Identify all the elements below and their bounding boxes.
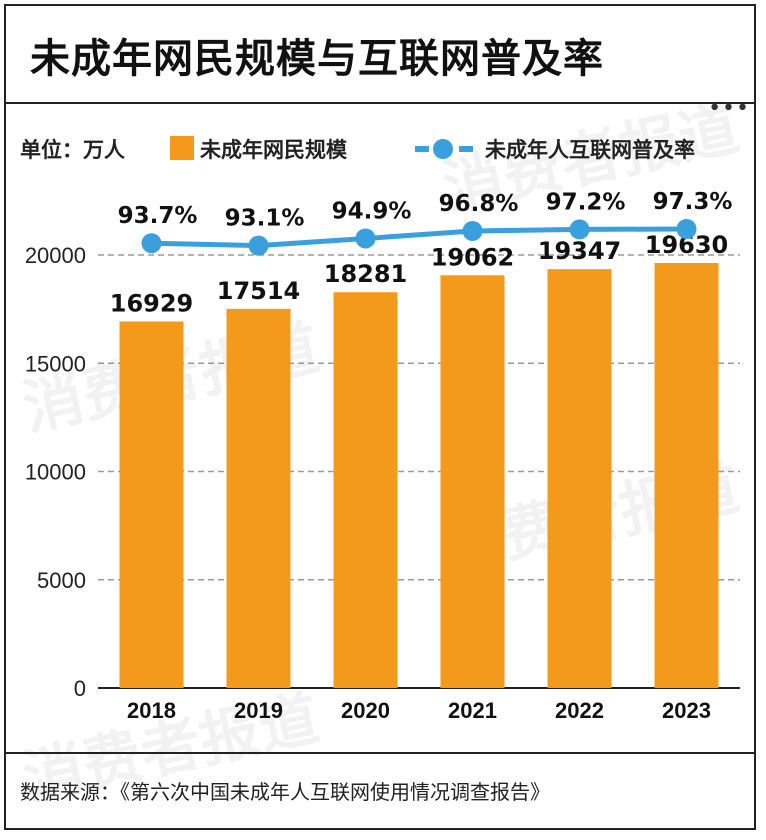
- legend-line-dot: [433, 139, 453, 159]
- legend-line-segment: [459, 146, 473, 152]
- y-tick-label: 10000: [25, 460, 86, 485]
- rate-value-label: 96.8%: [439, 191, 519, 217]
- rate-point: [355, 228, 376, 249]
- unit-label: 单位：万人: [20, 138, 125, 162]
- bar-value-label: 19347: [538, 237, 622, 265]
- y-tick-label: 20000: [25, 243, 86, 268]
- rate-value-label: 93.7%: [118, 203, 198, 229]
- bar: [226, 308, 291, 688]
- bar: [333, 292, 398, 688]
- bar: [119, 321, 184, 688]
- y-tick-label: 5000: [37, 568, 86, 593]
- bar-value-label: 17514: [217, 277, 301, 305]
- x-tick-label: 2020: [341, 698, 390, 723]
- rate-value-label: 97.2%: [546, 189, 626, 215]
- x-tick-label: 2022: [555, 698, 604, 723]
- x-tick-label: 2021: [448, 698, 497, 723]
- rate-point: [569, 219, 590, 240]
- rate-value-label: 94.9%: [332, 198, 412, 224]
- bar-value-label: 18281: [324, 260, 408, 288]
- bar: [654, 263, 719, 688]
- chart-plot: 0 5000 10000 15000 20000 16929 2018 17514 2019 18…: [25, 189, 740, 723]
- legend-line-segment: [415, 146, 429, 152]
- rate-point: [676, 219, 697, 239]
- title-bar: 未成年网民规模与互联网普及率: [4, 4, 756, 104]
- bar: [440, 275, 505, 688]
- rate-value-label: 97.3%: [653, 189, 733, 215]
- line-legend-marker: [415, 139, 473, 159]
- bar-legend-swatch: [170, 136, 194, 160]
- rate-point: [462, 220, 483, 241]
- rate-point: [141, 233, 162, 254]
- line-legend-label: 未成年人互联网普及率: [485, 138, 695, 162]
- rate-line: [149, 226, 689, 249]
- more-dots-icon[interactable]: •••: [708, 96, 750, 121]
- rate-point: [248, 235, 269, 256]
- footer-divider: [4, 752, 756, 754]
- rate-value-label: 93.1%: [225, 206, 305, 232]
- x-tick-label: 2018: [127, 698, 176, 723]
- y-tick-label: 0: [74, 676, 86, 701]
- bar: [547, 269, 612, 688]
- source-note: 数据来源：《第六次中国未成年人互联网使用情况调查报告》: [20, 780, 550, 804]
- bar-legend-label: 未成年网民规模: [200, 138, 347, 162]
- bar-value-label: 19062: [431, 243, 515, 271]
- y-tick-label: 15000: [25, 351, 86, 376]
- x-tick-label: 2023: [662, 698, 711, 723]
- x-tick-label: 2019: [234, 698, 283, 723]
- chart-title: 未成年网民规模与互联网普及率: [30, 36, 604, 82]
- bar-value-label: 16929: [110, 289, 194, 317]
- chart-frame: [4, 4, 756, 830]
